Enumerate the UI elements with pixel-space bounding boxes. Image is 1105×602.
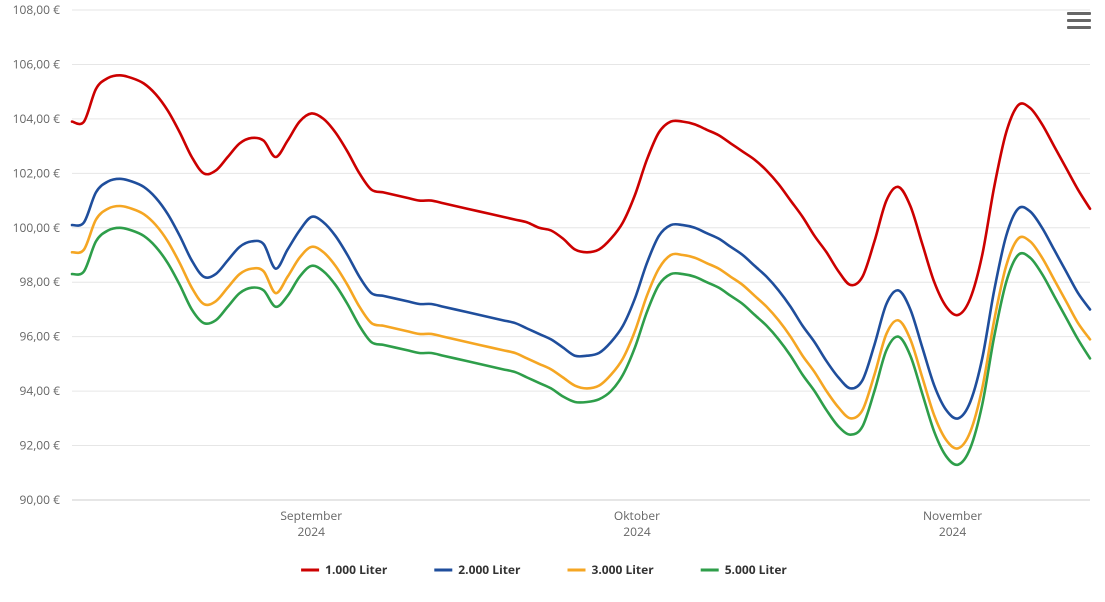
line-chart: 90,00 € 92,00 € 94,00 € 96,00 € 98,00 € 100,0… [0, 0, 1105, 602]
y-axis-label: 104,00 € [13, 110, 61, 127]
y-axis-label: 98,00 € [19, 273, 60, 290]
legend-label: 3.000 Liter [592, 561, 655, 578]
y-axis-label: 94,00 € [19, 382, 60, 399]
series-line [72, 206, 1090, 449]
legend-item[interactable]: 1.000 Liter [301, 561, 388, 578]
legend-label: 1.000 Liter [325, 561, 388, 578]
x-axis-sublabel: 2024 [298, 523, 326, 540]
y-axis-label: 102,00 € [13, 164, 61, 181]
x-axis-label: November [923, 507, 982, 524]
x-axis-sublabel: 2024 [939, 523, 967, 540]
y-axis-label: 108,00 € [13, 1, 61, 18]
chart-svg: 90,00 € 92,00 € 94,00 € 96,00 € 98,00 € 100,0… [0, 0, 1105, 602]
legend-item[interactable]: 5.000 Liter [701, 561, 788, 578]
y-axis-label: 100,00 € [13, 219, 61, 236]
y-axis-label: 90,00 € [19, 491, 60, 508]
legend-item[interactable]: 3.000 Liter [568, 561, 655, 578]
y-axis-label: 92,00 € [19, 437, 60, 454]
series-line [72, 179, 1090, 419]
x-axis-label: Oktober [614, 507, 660, 524]
y-axis-label: 96,00 € [19, 328, 60, 345]
x-axis-label: September [280, 507, 342, 524]
legend-label: 5.000 Liter [725, 561, 788, 578]
x-axis-sublabel: 2024 [623, 523, 651, 540]
chart-menu-button[interactable] [1067, 8, 1091, 30]
legend-item[interactable]: 2.000 Liter [434, 561, 521, 578]
legend: 1.000 Liter 2.000 Liter 3.000 Liter 5.000 L… [301, 561, 787, 578]
legend-label: 2.000 Liter [458, 561, 521, 578]
series-line [72, 75, 1090, 315]
y-axis-label: 106,00 € [13, 55, 61, 72]
